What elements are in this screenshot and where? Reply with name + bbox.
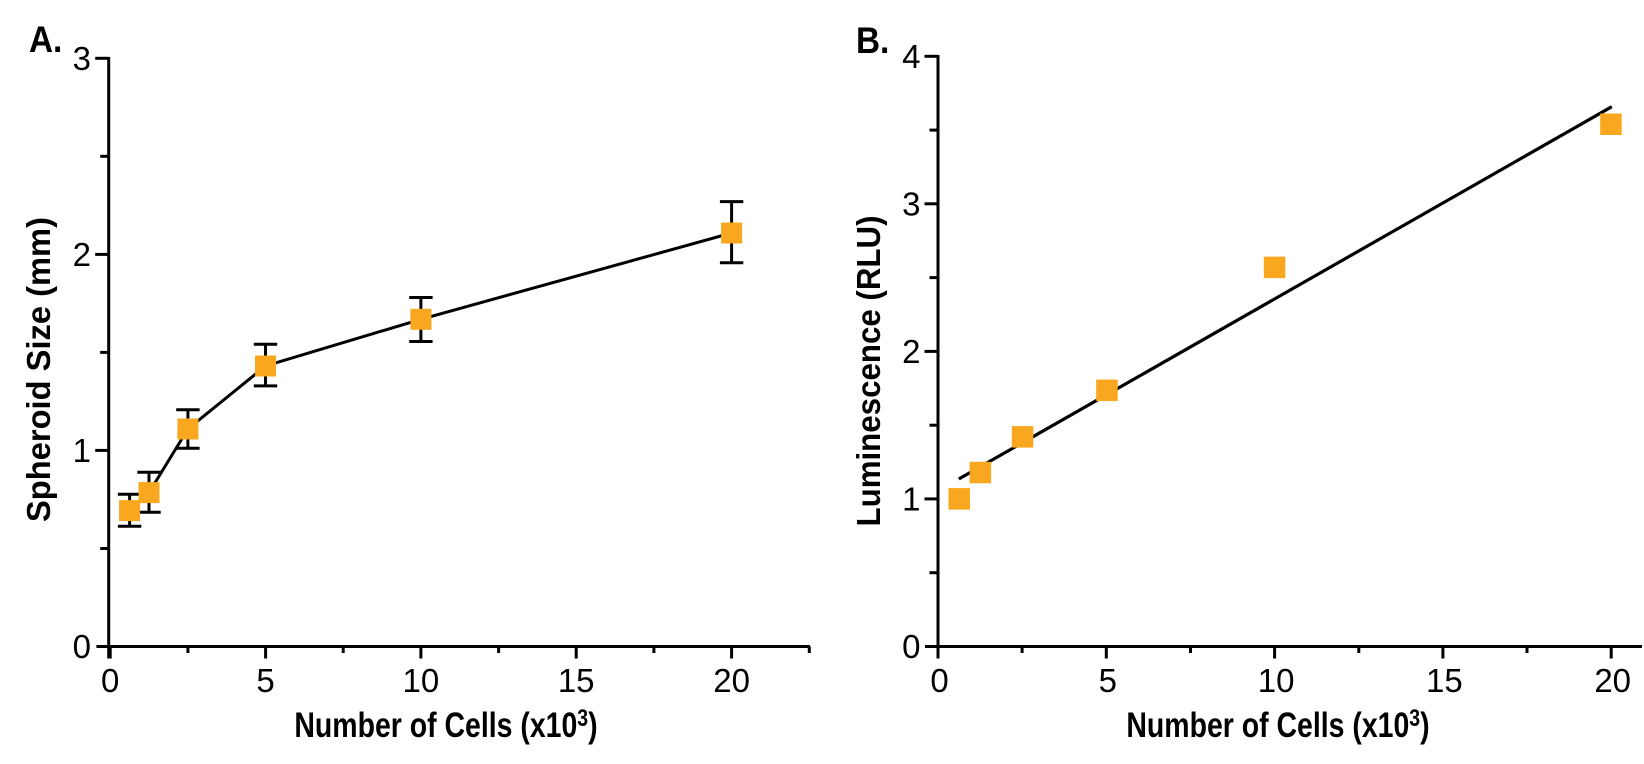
- svg-text:15: 15: [1426, 662, 1463, 699]
- svg-text:3: 3: [73, 40, 91, 77]
- svg-text:10: 10: [403, 662, 440, 699]
- svg-text:20: 20: [1594, 662, 1631, 699]
- svg-text:0: 0: [930, 662, 948, 699]
- svg-text:2: 2: [73, 236, 91, 273]
- svg-text:A.: A.: [29, 19, 62, 60]
- svg-text:20: 20: [713, 662, 750, 699]
- svg-text:15: 15: [558, 662, 595, 699]
- svg-text:4: 4: [902, 38, 920, 75]
- svg-text:1: 1: [73, 432, 91, 469]
- svg-text:0: 0: [73, 628, 91, 665]
- svg-text:Number of Cells (x103): Number of Cells (x103): [294, 704, 597, 745]
- svg-text:0: 0: [101, 662, 119, 699]
- svg-text:0: 0: [902, 628, 920, 665]
- svg-text:1: 1: [902, 480, 920, 517]
- svg-text:B.: B.: [856, 20, 889, 61]
- svg-text:Luminescence (RLU): Luminescence (RLU): [850, 216, 887, 527]
- svg-text:3: 3: [902, 185, 920, 222]
- svg-text:5: 5: [1099, 662, 1117, 699]
- svg-text:10: 10: [1258, 662, 1295, 699]
- svg-text:Number of Cells (x103): Number of Cells (x103): [1126, 704, 1429, 745]
- svg-text:Spheroid Size (mm): Spheroid Size (mm): [20, 217, 57, 522]
- svg-text:2: 2: [902, 333, 920, 370]
- svg-text:5: 5: [256, 662, 274, 699]
